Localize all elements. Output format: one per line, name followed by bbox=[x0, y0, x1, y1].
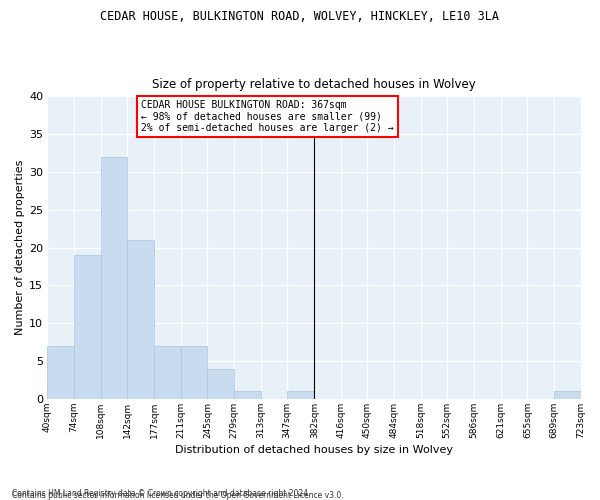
Bar bbox=[181, 346, 208, 399]
Bar bbox=[554, 392, 581, 399]
Bar bbox=[47, 346, 74, 399]
Bar bbox=[101, 157, 127, 399]
Bar bbox=[234, 392, 260, 399]
Bar bbox=[74, 255, 101, 399]
Text: Contains public sector information licensed under the Open Government Licence v3: Contains public sector information licen… bbox=[12, 491, 344, 500]
Bar bbox=[208, 368, 234, 399]
Title: Size of property relative to detached houses in Wolvey: Size of property relative to detached ho… bbox=[152, 78, 476, 91]
Text: CEDAR HOUSE BULKINGTON ROAD: 367sqm
← 98% of detached houses are smaller (99)
2%: CEDAR HOUSE BULKINGTON ROAD: 367sqm ← 98… bbox=[141, 100, 394, 134]
Bar bbox=[287, 392, 314, 399]
Bar bbox=[154, 346, 181, 399]
Text: Contains HM Land Registry data © Crown copyright and database right 2024.: Contains HM Land Registry data © Crown c… bbox=[12, 488, 311, 498]
Text: CEDAR HOUSE, BULKINGTON ROAD, WOLVEY, HINCKLEY, LE10 3LA: CEDAR HOUSE, BULKINGTON ROAD, WOLVEY, HI… bbox=[101, 10, 499, 23]
Y-axis label: Number of detached properties: Number of detached properties bbox=[15, 160, 25, 336]
X-axis label: Distribution of detached houses by size in Wolvey: Distribution of detached houses by size … bbox=[175, 445, 453, 455]
Bar bbox=[127, 240, 154, 399]
